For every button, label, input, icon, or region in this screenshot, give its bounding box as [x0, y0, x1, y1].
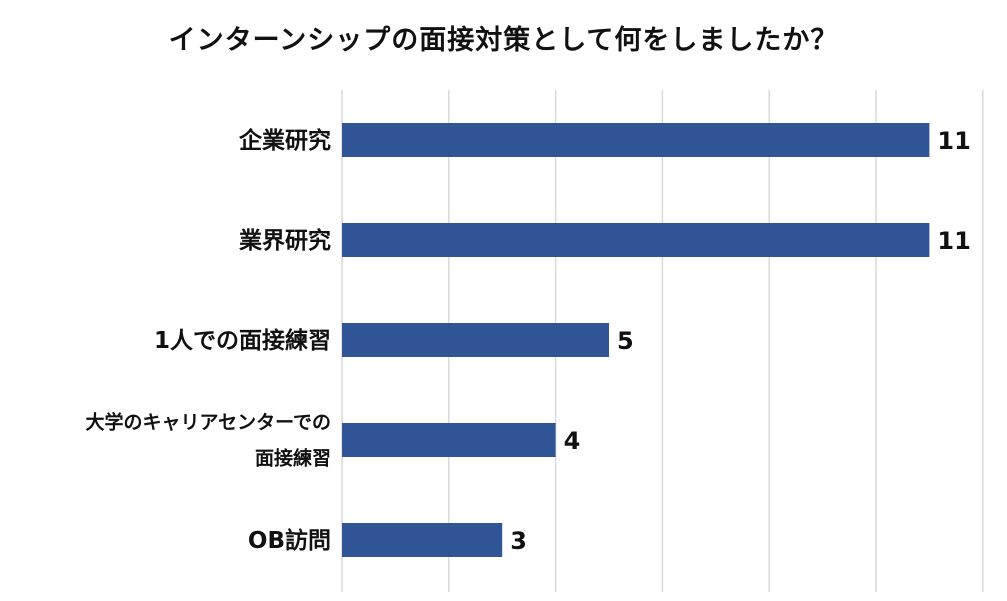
- data-label: 3: [510, 527, 527, 555]
- data-label: 11: [937, 227, 970, 255]
- category-label: 大学のキャリアセンターでの面接練習: [86, 411, 331, 470]
- bar: [342, 123, 930, 157]
- data-label: 11: [937, 127, 970, 155]
- chart-title: インターンシップの面接対策として何をしましたか？: [168, 25, 839, 56]
- bar: [342, 423, 556, 457]
- bar: [342, 323, 609, 357]
- labels: 11 企業研究 11 業界研究 5 1人での面接練習 4 大学のキャリアセンターでの面接練習 3…: [86, 127, 971, 555]
- category-label: 企業研究: [238, 127, 331, 154]
- category-label: OB訪問: [248, 527, 331, 554]
- bars: [342, 123, 930, 557]
- category-label: 業界研究: [238, 227, 331, 254]
- data-label: 4: [564, 427, 581, 455]
- data-label: 5: [617, 327, 634, 355]
- bar: [342, 223, 930, 257]
- bar: [342, 523, 503, 557]
- category-label: 1人での面接練習: [154, 327, 331, 354]
